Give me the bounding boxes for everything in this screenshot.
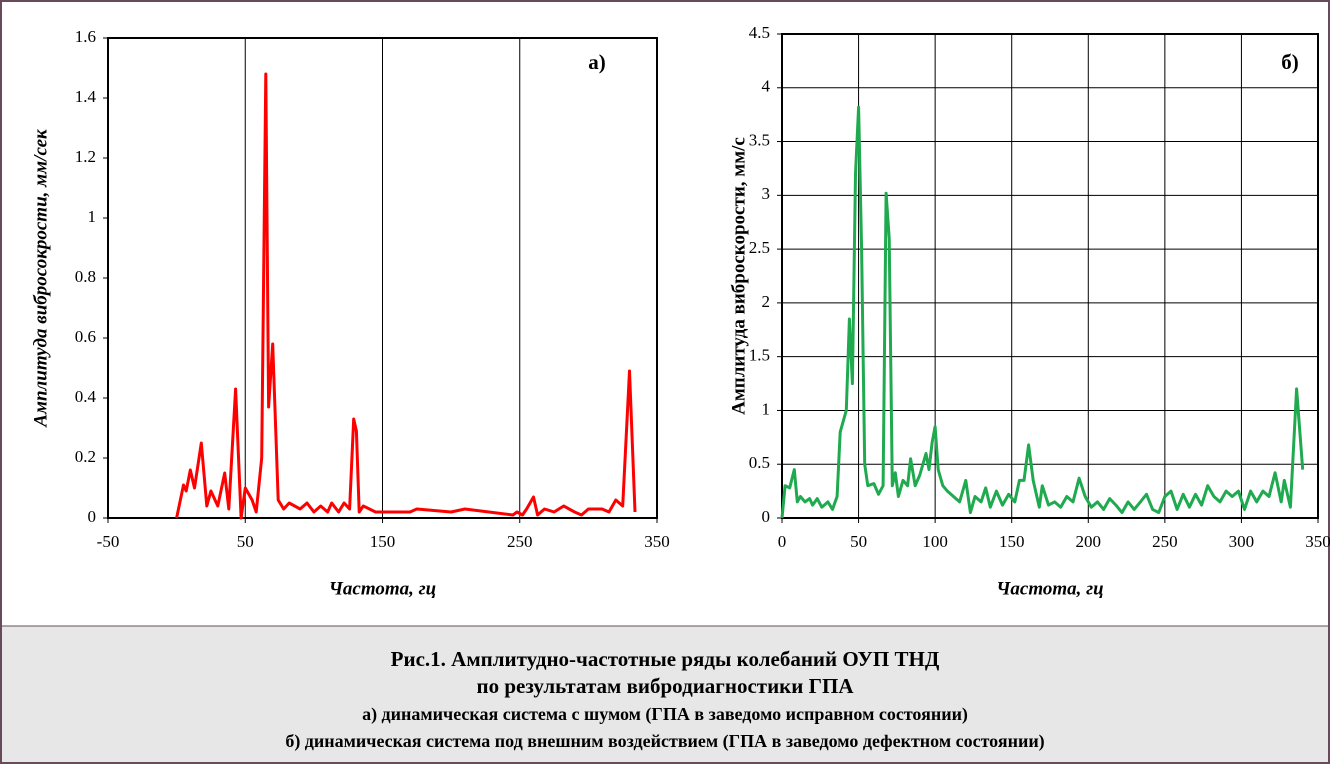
- y-tick-label: 1.4: [75, 87, 97, 106]
- y-tick-label: 1: [762, 399, 771, 418]
- panel-label: б): [1281, 50, 1299, 74]
- x-tick-label: 100: [922, 532, 948, 551]
- y-tick-label: 0.8: [75, 267, 96, 286]
- x-tick-label: 350: [1305, 532, 1330, 551]
- plot-frame: [107, 37, 658, 519]
- y-axis-label: Амплитуда вибросокрости, мм/сек: [30, 128, 51, 428]
- x-axis-label: Частота, гц: [329, 578, 437, 599]
- y-tick-label: 0: [762, 507, 771, 526]
- y-tick-label: 4: [762, 77, 771, 96]
- x-tick-label: 150: [370, 532, 396, 551]
- caption-line: Рис.1. Амплитудно-частотные ряды колебан…: [391, 647, 940, 671]
- caption-line: б) динамическая система под внешним возд…: [285, 731, 1044, 752]
- caption-line: по результатам вибродиагностики ГПА: [477, 674, 855, 698]
- x-tick-label: 300: [1229, 532, 1255, 551]
- y-tick-label: 0.5: [749, 453, 770, 472]
- y-axis-label: Амплитуда виброскорости, мм/с: [728, 137, 749, 415]
- y-tick-label: 2: [762, 292, 771, 311]
- y-tick-label: 4.5: [749, 23, 770, 42]
- x-tick-label: -50: [97, 532, 120, 551]
- y-tick-label: 0.6: [75, 327, 96, 346]
- x-tick-label: 250: [507, 532, 533, 551]
- x-tick-label: 250: [1152, 532, 1178, 551]
- y-tick-label: 1.5: [749, 346, 770, 365]
- caption-line: а) динамическая система с шумом (ГПА в з…: [362, 704, 968, 725]
- y-tick-label: 1: [88, 207, 97, 226]
- x-tick-label: 350: [644, 532, 670, 551]
- y-tick-label: 3: [762, 184, 771, 203]
- x-tick-label: 50: [237, 532, 254, 551]
- y-tick-label: 1.2: [75, 147, 96, 166]
- y-tick-label: 0.2: [75, 447, 96, 466]
- x-tick-label: 0: [778, 532, 787, 551]
- x-axis-label: Частота, гц: [996, 578, 1104, 599]
- plot-frame: [781, 33, 1319, 519]
- x-tick-label: 50: [850, 532, 867, 551]
- x-tick-label: 200: [1076, 532, 1102, 551]
- caption-box: [2, 626, 1328, 762]
- y-tick-label: 2.5: [749, 238, 770, 257]
- y-tick-label: 1.6: [75, 27, 96, 46]
- x-tick-label: 150: [999, 532, 1025, 551]
- panel-label: а): [588, 50, 606, 74]
- y-tick-label: 0.4: [75, 387, 97, 406]
- data-line: [175, 72, 637, 520]
- data-line: [780, 105, 1305, 519]
- y-tick-label: 0: [88, 507, 97, 526]
- y-tick-label: 3.5: [749, 130, 770, 149]
